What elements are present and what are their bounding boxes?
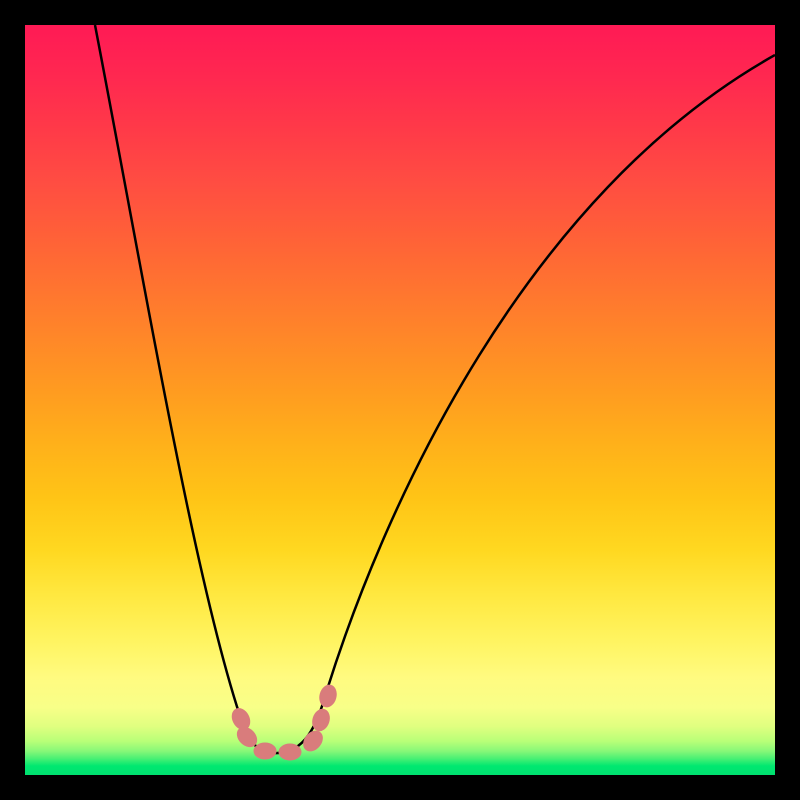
- curve-marker: [254, 743, 276, 759]
- bottleneck-curve-chart: [25, 25, 775, 775]
- plot-frame: [0, 0, 800, 800]
- plot-area: [25, 25, 775, 775]
- gradient-background: [25, 25, 775, 775]
- curve-marker: [279, 744, 301, 760]
